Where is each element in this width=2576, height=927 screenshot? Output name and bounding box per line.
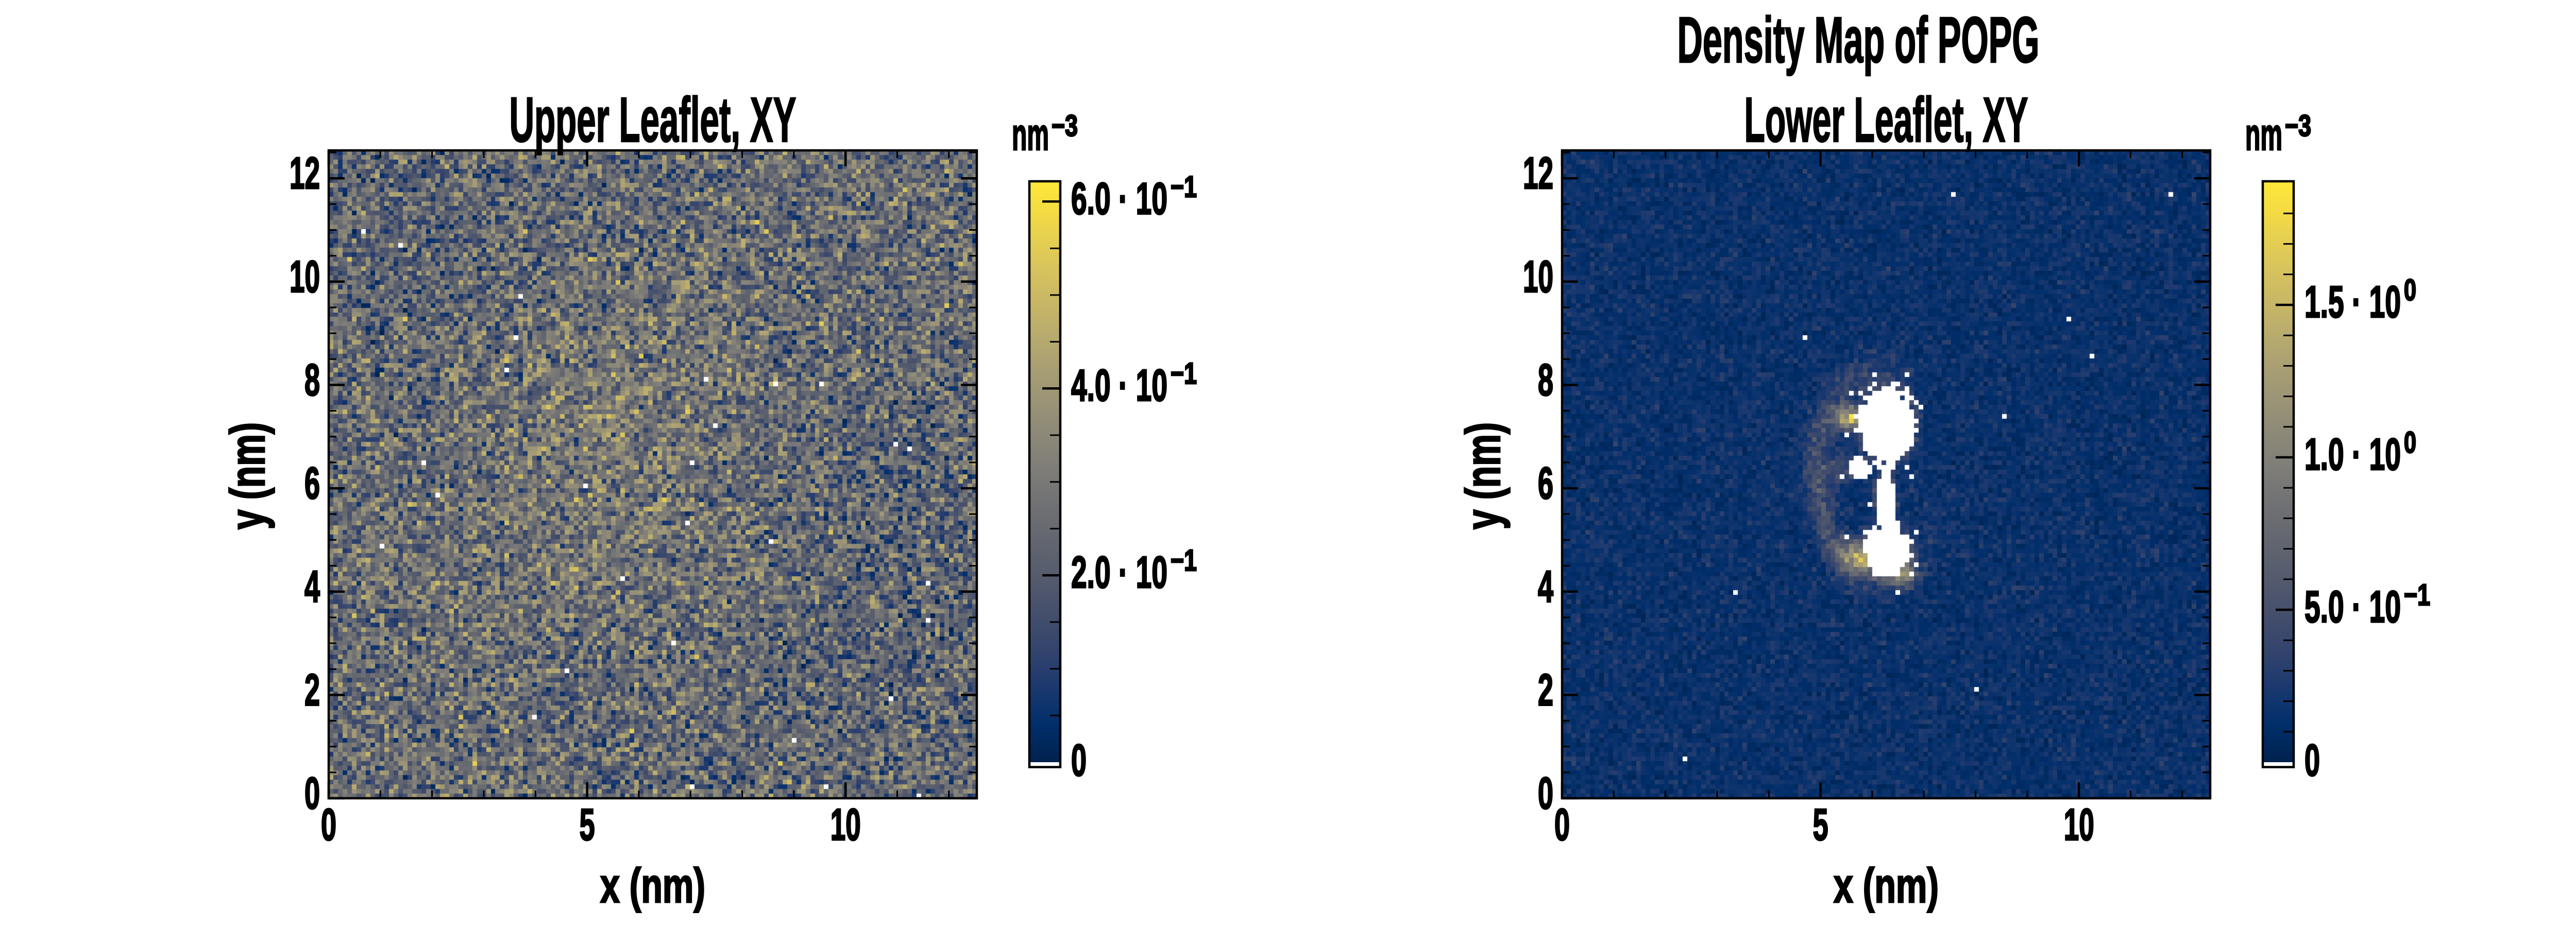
svg-text:10: 10 — [831, 800, 861, 850]
svg-text:10: 10 — [2064, 800, 2094, 850]
svg-text:2: 2 — [1538, 665, 1553, 715]
svg-text:0: 0 — [321, 800, 336, 850]
svg-text:6.0 · 10: 6.0 · 10 — [1071, 174, 1167, 224]
svg-text:−1: −1 — [1171, 544, 1197, 577]
svg-text:Upper Leaflet, XY: Upper Leaflet, XY — [510, 85, 796, 156]
svg-text:4: 4 — [304, 562, 320, 612]
svg-text:y (nm): y (nm) — [221, 422, 275, 529]
svg-text:x (nm): x (nm) — [600, 859, 705, 913]
svg-text:y (nm): y (nm) — [1456, 422, 1511, 529]
svg-text:Lower Leaflet, XY: Lower Leaflet, XY — [1744, 85, 2028, 156]
svg-text:0: 0 — [2404, 426, 2416, 459]
svg-text:−1: −1 — [2404, 578, 2430, 612]
svg-text:8: 8 — [304, 355, 320, 405]
svg-text:4: 4 — [1538, 562, 1553, 612]
svg-text:12: 12 — [1523, 148, 1553, 198]
svg-text:1.5 · 10: 1.5 · 10 — [2304, 277, 2401, 327]
svg-text:10: 10 — [290, 252, 320, 302]
svg-text:4.0 · 10: 4.0 · 10 — [1071, 360, 1167, 410]
svg-text:12: 12 — [290, 148, 320, 198]
svg-text:0: 0 — [2304, 735, 2320, 785]
svg-text:Density Map of POPG: Density Map of POPG — [1677, 4, 2040, 76]
svg-text:0: 0 — [1554, 800, 1570, 850]
svg-text:5.0 · 10: 5.0 · 10 — [2304, 582, 2401, 632]
svg-text:10: 10 — [1523, 252, 1553, 302]
svg-text:5: 5 — [1813, 800, 1828, 850]
svg-text:2: 2 — [304, 665, 320, 715]
svg-text:nm: nm — [2245, 110, 2282, 160]
svg-text:−3: −3 — [2285, 109, 2311, 143]
svg-text:6: 6 — [1538, 458, 1553, 508]
svg-text:0: 0 — [304, 768, 320, 818]
svg-text:0: 0 — [1071, 735, 1087, 785]
svg-text:2.0 · 10: 2.0 · 10 — [1071, 547, 1167, 597]
svg-text:0: 0 — [1538, 768, 1553, 818]
svg-text:−1: −1 — [1171, 170, 1197, 203]
svg-text:0: 0 — [2404, 273, 2416, 307]
svg-text:1.0 · 10: 1.0 · 10 — [2304, 430, 2401, 479]
svg-text:5: 5 — [580, 800, 595, 850]
svg-text:nm: nm — [1012, 110, 1049, 160]
svg-text:−1: −1 — [1171, 357, 1197, 390]
svg-text:6: 6 — [304, 458, 320, 508]
svg-text:8: 8 — [1538, 355, 1553, 405]
svg-text:−3: −3 — [1052, 109, 1078, 143]
svg-text:x (nm): x (nm) — [1834, 859, 1939, 913]
